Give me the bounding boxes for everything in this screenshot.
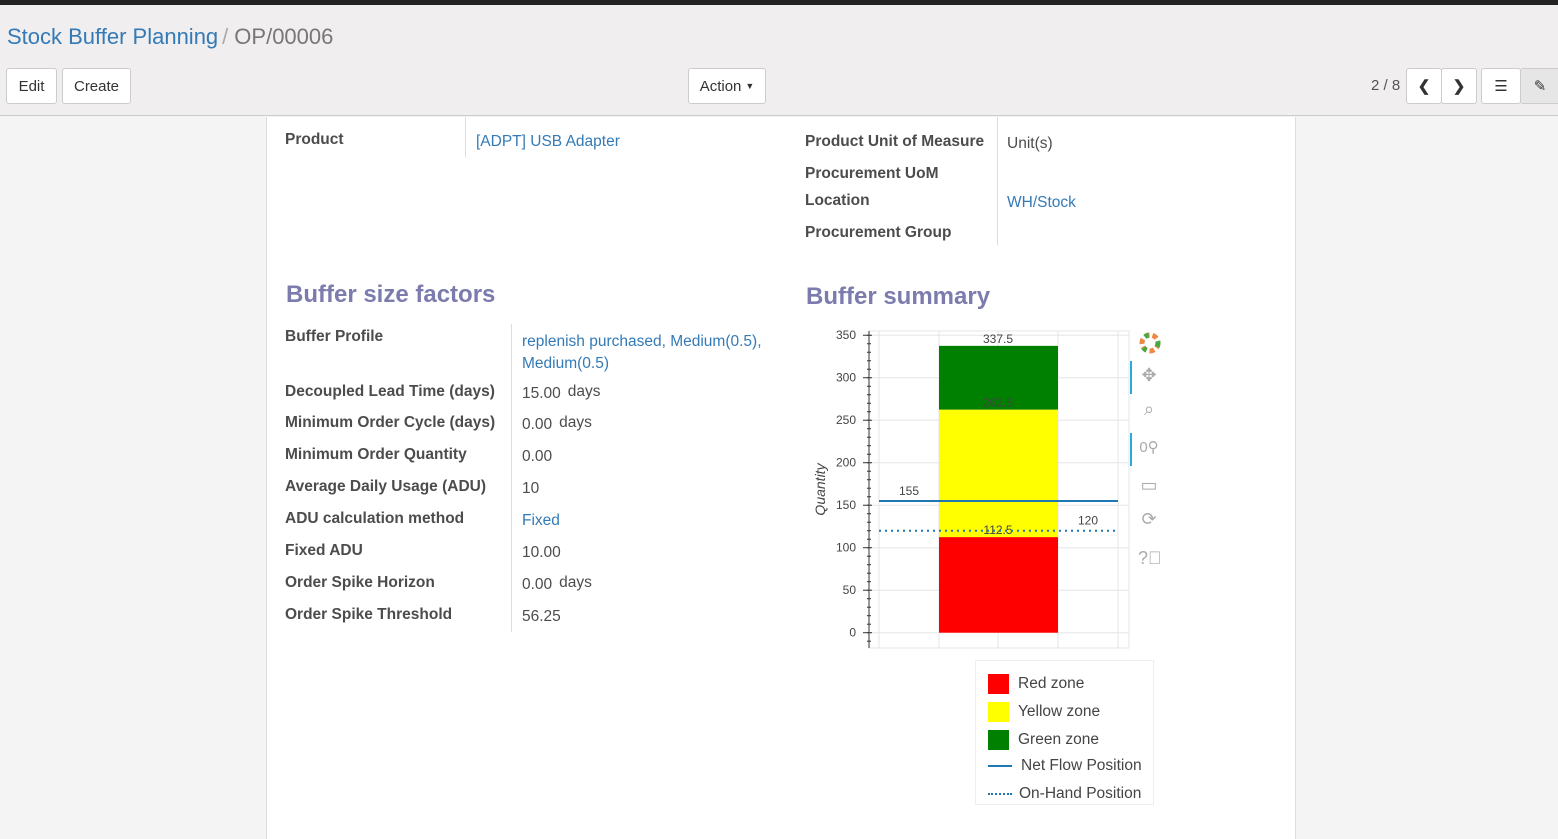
unit-text: days: [559, 574, 592, 591]
bar-red-zone: [939, 537, 1058, 633]
y-tick-label: 300: [836, 371, 856, 385]
y-tick-label: 50: [843, 583, 857, 597]
edit-button[interactable]: Edit: [6, 68, 57, 104]
y-tick-label: 250: [836, 413, 856, 427]
legend-item-red: Red zone: [988, 674, 1084, 694]
value-text: 0.00: [522, 576, 553, 593]
divider: [511, 324, 512, 632]
value-text: 56.25: [522, 608, 561, 625]
legend-item-on-hand: On-Hand Position: [988, 785, 1141, 803]
factor-label: Minimum Order Cycle (days): [285, 414, 496, 431]
breadcrumb-parent[interactable]: Stock Buffer Planning: [7, 24, 219, 49]
pager-next-button[interactable]: ❯: [1441, 68, 1477, 104]
factor-value: 0.00 days: [522, 574, 592, 594]
list-view-button[interactable]: ☰: [1481, 68, 1521, 104]
reset-tool-icon[interactable]: ⟳: [1141, 509, 1157, 529]
value-text: Fixed: [522, 512, 560, 529]
value-text: 10: [522, 480, 540, 497]
y-tick-label: 350: [836, 328, 856, 342]
factor-value: 15.00 days: [522, 383, 601, 403]
y-tick-label: 200: [836, 456, 856, 470]
factor-value: 0.00 days: [522, 414, 592, 434]
bar-yellow-zone: [939, 409, 1058, 538]
y-tick-label: 150: [836, 498, 856, 512]
value-text: 0.00: [522, 448, 553, 465]
create-button[interactable]: Create: [62, 68, 131, 104]
buffer-chart[interactable]: 0 50 100 150 200 250 300 350 Quantity 112.5 262.5 3…: [800, 320, 1130, 660]
factor-value: 10: [522, 480, 539, 498]
active-tool-indicator: [1130, 433, 1132, 466]
control-panel: Stock Buffer Planning / OP/00006 Edit Crea…: [0, 5, 1558, 116]
line-value-label: 120: [1078, 514, 1098, 528]
active-tool-indicator: [1130, 361, 1132, 394]
uom-value: Unit(s): [1007, 135, 1053, 152]
unit-text: days: [559, 414, 592, 431]
bar-green-zone: [939, 345, 1058, 410]
legend-item-net-flow: Net Flow Position: [988, 757, 1142, 775]
factor-value: 0.00: [522, 448, 552, 466]
factor-label: Minimum Order Quantity: [285, 446, 467, 463]
unit-text: days: [567, 383, 601, 400]
procurement-group-label: Procurement Group: [805, 224, 952, 241]
y-tick-label: 0: [849, 626, 856, 640]
buffer-summary-heading: Buffer summary: [806, 283, 991, 310]
buffer-factors-heading: Buffer size factors: [286, 281, 496, 308]
factor-label: Order Spike Horizon: [285, 574, 435, 591]
value-text: replenish purchased, Medium(0.5), Medium…: [522, 333, 762, 372]
breadcrumb: Stock Buffer Planning / OP/00006: [7, 24, 334, 49]
breadcrumb-current: OP/00006: [234, 24, 334, 49]
product-value[interactable]: [ADPT] USB Adapter: [476, 133, 620, 150]
value-text: 15.00: [522, 385, 561, 402]
factor-label: Decoupled Lead Time (days): [285, 383, 495, 400]
location-label: Location: [805, 192, 870, 209]
bar-value-label: 112.5: [983, 523, 1012, 537]
divider: [465, 117, 466, 157]
factor-label: Fixed ADU: [285, 542, 363, 559]
chart-legend: Red zone Yellow zone Green zone Net Flow…: [975, 660, 1154, 805]
top-bar: [0, 0, 1558, 5]
wheel-zoom-tool-icon[interactable]: 0⚲: [1139, 439, 1159, 456]
box-zoom-tool-icon[interactable]: ⌕: [1143, 399, 1155, 419]
value-text: 0.00: [522, 416, 553, 433]
factor-label: ADU calculation method: [285, 510, 465, 527]
value-text: 10.00: [522, 544, 561, 561]
action-label: Action: [699, 77, 742, 95]
bar-value-label: 337.5: [983, 332, 1013, 346]
line-value-label: 155: [899, 484, 919, 498]
factor-label: Average Daily Usage (ADU): [285, 478, 486, 495]
product-label: Product: [285, 131, 344, 148]
y-tick-label: 100: [836, 541, 856, 555]
factor-value[interactable]: Fixed: [522, 512, 560, 530]
pager-previous-button[interactable]: ❮: [1406, 68, 1442, 104]
legend-item-yellow: Yellow zone: [988, 702, 1100, 722]
action-dropdown[interactable]: Action ▼: [688, 68, 766, 104]
help-tool-icon[interactable]: ?⃝: [1138, 548, 1162, 568]
y-axis-label: Quantity: [812, 462, 828, 515]
factor-label: Buffer Profile: [285, 328, 384, 345]
uom-label: Product Unit of Measure: [805, 133, 985, 150]
factor-value: 10.00: [522, 544, 561, 562]
factor-value[interactable]: replenish purchased, Medium(0.5), Medium…: [522, 331, 777, 375]
location-value[interactable]: WH/Stock: [1007, 194, 1076, 211]
bar-value-label: 262.5: [983, 396, 1013, 410]
form-view-button[interactable]: ✎: [1520, 68, 1558, 104]
factor-value: 56.25: [522, 608, 561, 626]
pan-tool-icon[interactable]: ✥: [1141, 365, 1157, 385]
edit-form-icon: ✎: [1533, 78, 1547, 95]
legend-item-green: Green zone: [988, 730, 1099, 750]
factor-label: Order Spike Threshold: [285, 606, 453, 623]
caret-down-icon: ▼: [745, 81, 755, 91]
procurement-uom-label: Procurement UoM: [805, 165, 939, 182]
save-tool-icon[interactable]: ▭: [1140, 475, 1158, 495]
bokeh-logo-icon[interactable]: [1138, 331, 1161, 354]
pager-value: 2 / 8: [1371, 77, 1401, 94]
divider: [997, 117, 998, 245]
list-icon: ☰: [1494, 78, 1508, 95]
